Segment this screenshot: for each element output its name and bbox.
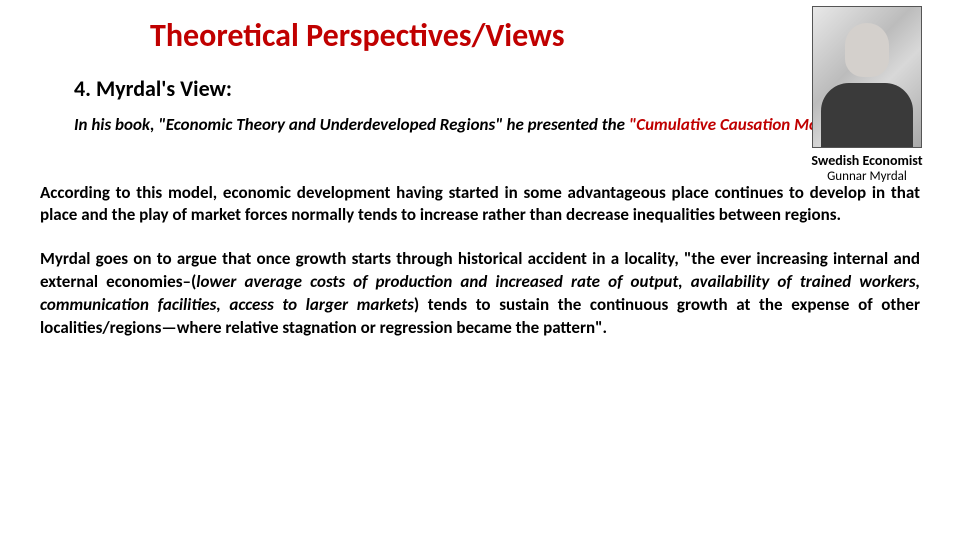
intro-prefix: In his book, "Economic Theory and Underd…	[74, 114, 629, 135]
portrait-caption-role: Swedish Economist	[808, 152, 926, 169]
portrait-caption-name: Gunnar Myrdal	[808, 169, 926, 184]
body-paragraph-1: According to this model, economic develo…	[40, 182, 920, 226]
body-paragraph-2: Myrdal goes on to argue that once growth…	[40, 248, 920, 340]
portrait-image	[812, 6, 922, 148]
slide-container: Theoretical Perspectives/Views Swedish E…	[0, 0, 960, 540]
slide-title: Theoretical Perspectives/Views	[150, 16, 920, 55]
intro-block: 4. Myrdal's View: In his book, "Economic…	[74, 75, 920, 136]
intro-paragraph: In his book, "Economic Theory and Underd…	[74, 114, 900, 136]
intro-row: 4. Myrdal's View: In his book, "Economic…	[40, 75, 920, 136]
portrait-block: Swedish Economist Gunnar Myrdal	[808, 6, 926, 184]
subheading: 4. Myrdal's View:	[74, 75, 900, 102]
